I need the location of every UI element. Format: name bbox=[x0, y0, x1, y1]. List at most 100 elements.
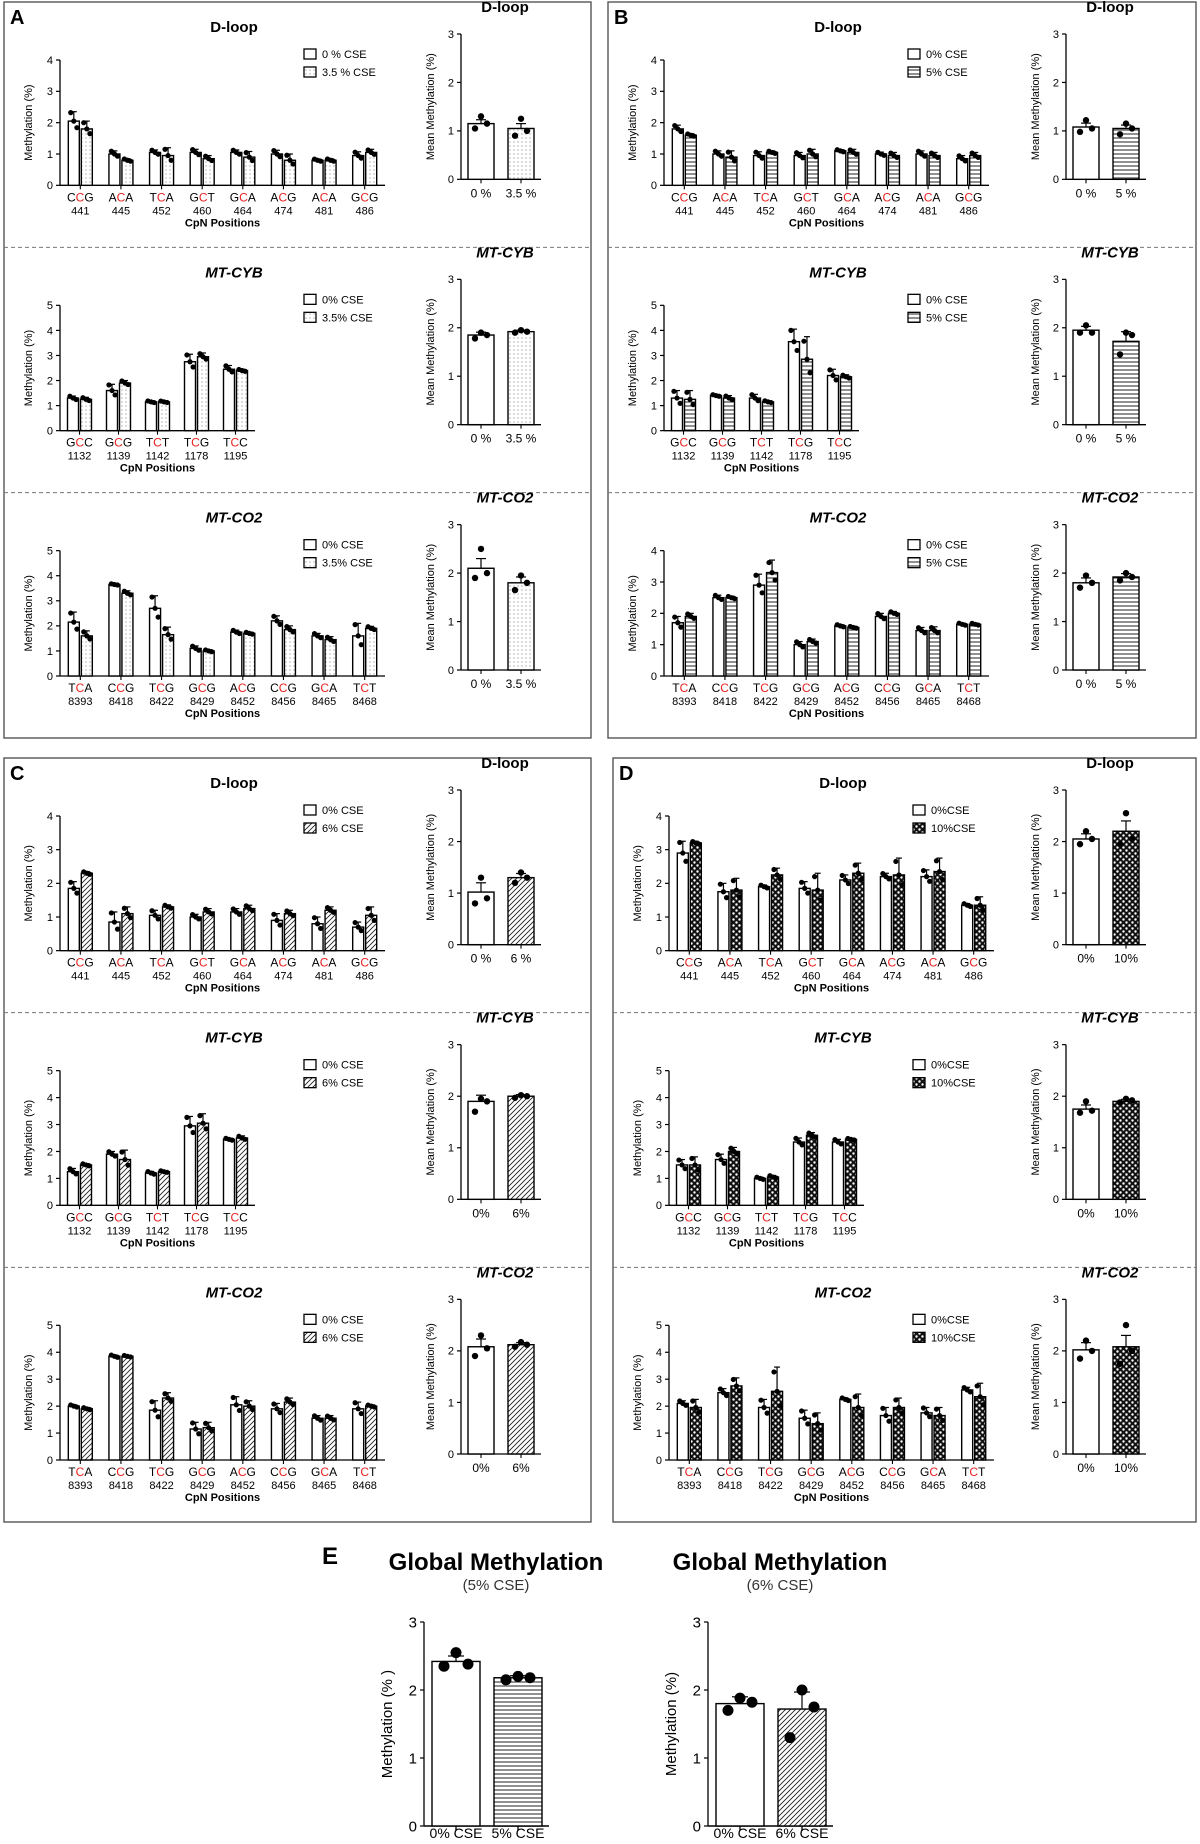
data-point bbox=[165, 632, 171, 638]
data-point bbox=[728, 154, 735, 160]
codon-base: G bbox=[369, 956, 378, 970]
data-point bbox=[111, 1353, 118, 1359]
data-point bbox=[287, 911, 293, 917]
codon-base: C bbox=[800, 1210, 809, 1224]
y-tick-label: 1 bbox=[409, 1750, 417, 1767]
codon-label: TCG bbox=[758, 1465, 783, 1479]
treated-bar bbox=[507, 582, 535, 671]
data-point bbox=[848, 1136, 854, 1142]
y-tick-label: 0 bbox=[1053, 665, 1059, 677]
data-point bbox=[124, 911, 131, 917]
treated-bar bbox=[847, 626, 860, 677]
codon-base: G bbox=[287, 1465, 296, 1479]
data-point bbox=[769, 149, 775, 156]
codon-base: C bbox=[76, 436, 85, 450]
codon-label: GCC bbox=[66, 1210, 93, 1224]
y-tick-label: 0 bbox=[47, 1455, 53, 1467]
codon-label: TCA bbox=[754, 190, 778, 204]
codon-base: T bbox=[750, 436, 758, 450]
codon-base: T bbox=[753, 681, 761, 695]
codon-base: C bbox=[114, 1210, 123, 1224]
legend-label: 10%CSE bbox=[931, 1332, 976, 1344]
data-point bbox=[209, 1428, 215, 1434]
codon-base: T bbox=[817, 956, 825, 970]
position-number: 460 bbox=[797, 205, 815, 217]
codon-label: GCG bbox=[351, 956, 378, 970]
position-number: 1132 bbox=[672, 451, 696, 463]
position-number: 8465 bbox=[916, 696, 940, 708]
data-point bbox=[352, 622, 358, 628]
codon-base: G bbox=[834, 190, 843, 204]
codon-label: ACG bbox=[270, 190, 296, 204]
codon-base: C bbox=[887, 956, 896, 970]
control-bar bbox=[717, 891, 730, 952]
codon-base: T bbox=[369, 1465, 377, 1479]
data-point bbox=[837, 623, 843, 629]
data-point bbox=[927, 878, 933, 884]
y-tick-label: 2 bbox=[47, 118, 53, 130]
treated-bar bbox=[493, 1677, 543, 1827]
control-bar bbox=[839, 1398, 852, 1461]
data-point bbox=[124, 1353, 131, 1359]
legend-swatch bbox=[907, 293, 921, 305]
data-point bbox=[1088, 835, 1096, 843]
position-number: 441 bbox=[71, 971, 89, 983]
data-point bbox=[193, 914, 199, 920]
panel-frame bbox=[612, 757, 1197, 1523]
codon-label: CCG bbox=[676, 956, 703, 970]
codon-base: C bbox=[969, 1465, 978, 1479]
treated-bar bbox=[852, 872, 865, 952]
codon-base: C bbox=[807, 1465, 816, 1479]
data-point bbox=[483, 1098, 491, 1105]
control-bar bbox=[311, 1417, 324, 1461]
panel-letter: B bbox=[614, 7, 628, 29]
codon-label: TCC bbox=[223, 1210, 248, 1224]
control-bar bbox=[714, 1158, 728, 1207]
control-bar bbox=[230, 911, 243, 952]
y-tick-label: 3 bbox=[448, 1294, 454, 1306]
treated-bar bbox=[800, 358, 814, 432]
data-point bbox=[794, 347, 800, 354]
data-point bbox=[512, 1670, 524, 1682]
codon-label: GCT bbox=[190, 956, 216, 970]
codon-base: C bbox=[153, 1210, 162, 1224]
codon-label: TCG bbox=[753, 681, 778, 695]
data-point bbox=[692, 1162, 698, 1168]
codon-base: G bbox=[891, 681, 900, 695]
y-tick-label: 3 bbox=[448, 785, 454, 797]
codon-base: A bbox=[125, 956, 133, 970]
data-point bbox=[483, 895, 491, 902]
codon-label: TCT bbox=[962, 1465, 986, 1479]
codon-base: A bbox=[857, 956, 865, 970]
codon-base: G bbox=[920, 1465, 929, 1479]
codon-base: C bbox=[883, 681, 892, 695]
codon-base: C bbox=[929, 1465, 938, 1479]
codon-base: C bbox=[723, 1210, 732, 1224]
data-point bbox=[149, 1399, 155, 1405]
position-number: 486 bbox=[356, 205, 374, 217]
x-tick-label: 5% CSE bbox=[492, 1825, 545, 1839]
y-axis-label: Methylation (%) bbox=[627, 575, 639, 651]
codon-label: ACA bbox=[109, 956, 134, 970]
y-tick-label: 3 bbox=[47, 1119, 53, 1131]
codon-label: TCA bbox=[759, 956, 783, 970]
subpanel-title: MT-CO2 bbox=[810, 510, 867, 527]
subpanel-title: MT-CYB bbox=[205, 1030, 263, 1047]
data-point bbox=[878, 151, 884, 157]
y-axis-label: Mean Methylation (%) bbox=[1030, 814, 1042, 921]
data-point bbox=[71, 619, 77, 625]
codon-label: ACG bbox=[230, 1465, 256, 1479]
panel-letter: E bbox=[322, 1543, 338, 1570]
codon-label: TCA bbox=[150, 190, 174, 204]
position-number: 8393 bbox=[672, 696, 696, 708]
subpanel-title: MT-CYB bbox=[809, 264, 867, 281]
data-point bbox=[152, 1407, 158, 1413]
data-point bbox=[878, 613, 884, 620]
codon-base: C bbox=[320, 681, 329, 695]
y-tick-label: 4 bbox=[47, 571, 53, 583]
position-number: 1178 bbox=[794, 1225, 818, 1237]
y-tick-label: 3 bbox=[656, 845, 662, 857]
